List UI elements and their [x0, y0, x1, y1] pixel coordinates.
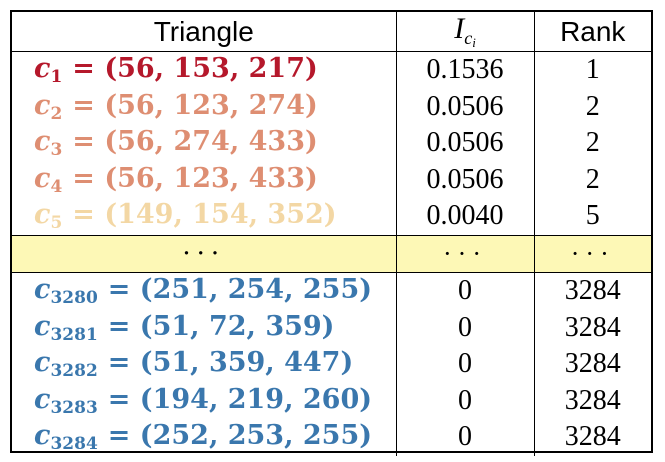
ic-value: 0 — [395, 309, 534, 346]
triangle-cell: c5 = (149, 154, 352) — [12, 198, 396, 235]
rank-value: 2 — [533, 88, 651, 125]
ellipsis-rank: ··· — [533, 234, 651, 273]
triangle-subscript: 3282 — [50, 361, 98, 382]
triangle-subscript: 1 — [50, 67, 63, 88]
ranking-table: Triangle Ici Rank c1 = (56, 153, 217) 0.15… — [10, 10, 653, 456]
triangle-rank-table: Triangle Ici Rank c1 = (56, 153, 217) 0.15… — [12, 12, 651, 456]
triangle-subscript: 5 — [50, 213, 63, 234]
rank-value: 5 — [533, 198, 651, 235]
ic-value: 0 — [395, 272, 534, 310]
table-row: c1 = (56, 153, 217) 0.1536 1 — [12, 51, 651, 89]
triangle-var: c — [34, 347, 51, 379]
table-row: c4 = (56, 123, 433) 0.0506 2 — [12, 161, 651, 199]
header-triangle: Triangle — [12, 12, 396, 52]
rank-value: 3284 — [533, 419, 651, 456]
header-ic-sub: ci — [464, 28, 476, 50]
table-row: c3281 = (51, 72, 359) 0 3284 — [12, 309, 651, 347]
triangle-cell: c3280 = (251, 254, 255) — [12, 273, 396, 310]
triangle-tuple: = (51, 359, 447) — [107, 347, 354, 379]
triangle-subscript: 3284 — [50, 434, 98, 455]
header-ic-subsub: i — [472, 35, 476, 50]
triangle-var: c — [34, 310, 51, 342]
triangle-tuple: = (56, 274, 433) — [72, 126, 318, 158]
triangle-var: c — [34, 274, 51, 306]
triangle-cell: c3282 = (51, 359, 447) — [12, 346, 396, 383]
triangle-tuple: = (56, 123, 274) — [72, 89, 318, 121]
triangle-cell: c2 = (56, 123, 274) — [12, 89, 396, 126]
header-ic: Ici — [395, 12, 534, 52]
triangle-cell: c3283 = (194, 219, 260) — [12, 383, 396, 420]
triangle-tuple: = (51, 72, 359) — [107, 310, 335, 342]
triangle-var: c — [34, 199, 51, 231]
triangle-var: c — [34, 126, 51, 158]
ic-value: 0.0506 — [395, 161, 534, 198]
ellipsis-row: ··· ··· ··· — [12, 234, 651, 273]
ic-value: 0.0040 — [395, 198, 534, 235]
rank-value: 2 — [533, 125, 651, 162]
triangle-subscript: 2 — [50, 103, 63, 124]
table-row: c3283 = (194, 219, 260) 0 3284 — [12, 382, 651, 420]
table-row: c3282 = (51, 359, 447) 0 3284 — [12, 346, 651, 383]
rank-value: 3284 — [533, 382, 651, 419]
ic-value: 0 — [395, 382, 534, 419]
triangle-tuple: = (149, 154, 352) — [72, 199, 337, 231]
triangle-cell: c4 = (56, 123, 433) — [12, 162, 396, 199]
table-row: c3284 = (252, 253, 255) 0 3284 — [12, 419, 651, 456]
ic-value: 0 — [395, 419, 534, 456]
triangle-cell: c3281 = (51, 72, 359) — [12, 310, 396, 347]
triangle-cell: c3 = (56, 274, 433) — [12, 125, 396, 162]
ic-value: 0.0506 — [395, 125, 534, 162]
triangle-var: c — [34, 162, 51, 194]
triangle-subscript: 4 — [50, 176, 63, 197]
header-ic-base: I — [454, 12, 465, 45]
rank-value: 3284 — [533, 309, 651, 346]
rank-value: 3284 — [533, 346, 651, 383]
header-row: Triangle Ici Rank — [12, 12, 651, 52]
triangle-tuple: = (251, 254, 255) — [107, 274, 373, 306]
table-row: c5 = (149, 154, 352) 0.0040 5 — [12, 198, 651, 235]
rank-value: 2 — [533, 161, 651, 198]
triangle-tuple: = (56, 153, 217) — [72, 53, 318, 85]
triangle-tuple: = (252, 253, 255) — [107, 420, 373, 452]
triangle-tuple: = (194, 219, 260) — [107, 383, 373, 415]
ic-value: 0.1536 — [395, 51, 534, 89]
triangle-cell: c1 = (56, 153, 217) — [12, 52, 396, 89]
triangle-subscript: 3281 — [50, 324, 98, 345]
triangle-subscript: 3283 — [50, 397, 98, 418]
triangle-var: c — [34, 420, 51, 452]
ellipsis-triangle: ··· — [12, 234, 396, 273]
rank-value: 3284 — [533, 272, 651, 310]
triangle-subscript: 3 — [50, 140, 63, 161]
table-row: c2 = (56, 123, 274) 0.0506 2 — [12, 88, 651, 126]
rank-value: 1 — [533, 51, 651, 89]
triangle-var: c — [34, 383, 51, 415]
table-row: c3 = (56, 274, 433) 0.0506 2 — [12, 125, 651, 162]
triangle-var: c — [34, 53, 51, 85]
header-rank: Rank — [533, 12, 651, 52]
triangle-tuple: = (56, 123, 433) — [72, 162, 318, 194]
triangle-subscript: 3280 — [50, 288, 98, 309]
ic-value: 0.0506 — [395, 88, 534, 125]
table-row: c3280 = (251, 254, 255) 0 3284 — [12, 272, 651, 310]
ellipsis-ic: ··· — [395, 234, 534, 273]
triangle-var: c — [34, 89, 51, 121]
triangle-cell: c3284 = (252, 253, 255) — [12, 419, 396, 456]
ic-value: 0 — [395, 346, 534, 383]
